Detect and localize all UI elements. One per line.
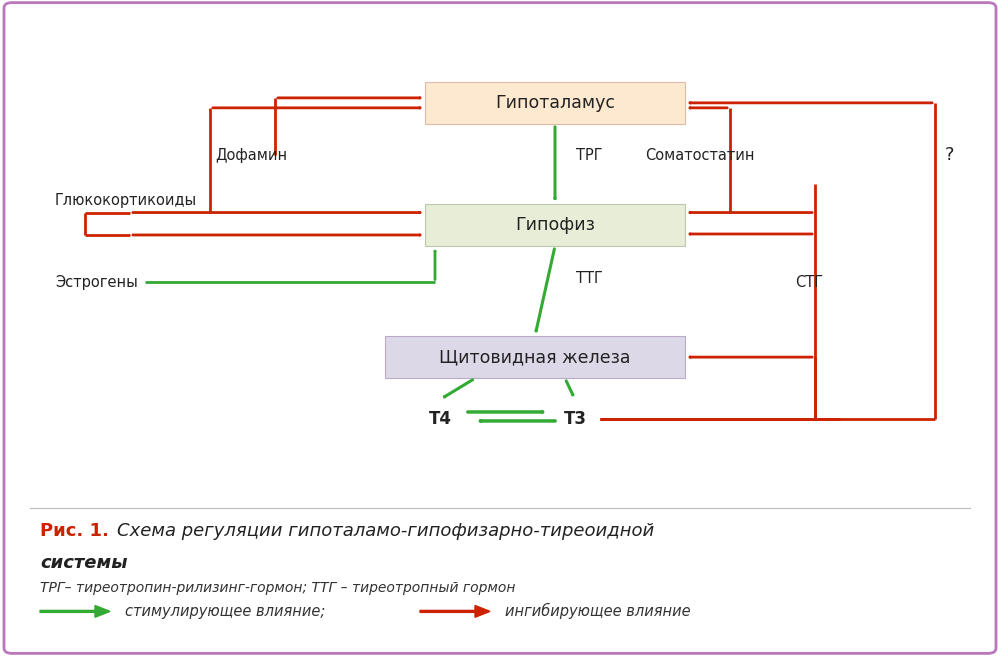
Text: ингибирующее влияние: ингибирующее влияние <box>505 604 691 619</box>
Text: Щитовидная железа: Щитовидная железа <box>439 348 631 366</box>
Text: Глюкокортикоиды: Глюкокортикоиды <box>55 193 197 207</box>
Text: СТГ: СТГ <box>795 275 823 290</box>
FancyBboxPatch shape <box>425 82 685 124</box>
Text: Дофамин: Дофамин <box>215 148 287 163</box>
Text: системы: системы <box>40 554 128 572</box>
Text: Соматостатин: Соматостатин <box>645 148 755 163</box>
Text: Т3: Т3 <box>564 411 586 428</box>
Text: ТРГ: ТРГ <box>576 148 602 163</box>
Text: Рис. 1.: Рис. 1. <box>40 522 115 539</box>
Text: Гипоталамус: Гипоталамус <box>495 94 615 112</box>
FancyBboxPatch shape <box>385 336 685 379</box>
Text: ?: ? <box>945 146 954 164</box>
Text: ТРГ– тиреотропин-рилизинг-гормон; ТТГ – тиреотропный гормон: ТРГ– тиреотропин-рилизинг-гормон; ТТГ – … <box>40 581 516 594</box>
Text: Гипофиз: Гипофиз <box>515 216 595 234</box>
Text: Т4: Т4 <box>428 411 452 428</box>
Text: ТТГ: ТТГ <box>576 272 603 287</box>
Text: Схема регуляции гипоталамо-гипофизарно-тиреоидной: Схема регуляции гипоталамо-гипофизарно-т… <box>117 522 654 539</box>
Text: стимулирующее влияние;: стимулирующее влияние; <box>125 604 325 619</box>
Text: Эстрогены: Эстрогены <box>55 275 138 290</box>
FancyBboxPatch shape <box>425 204 685 246</box>
